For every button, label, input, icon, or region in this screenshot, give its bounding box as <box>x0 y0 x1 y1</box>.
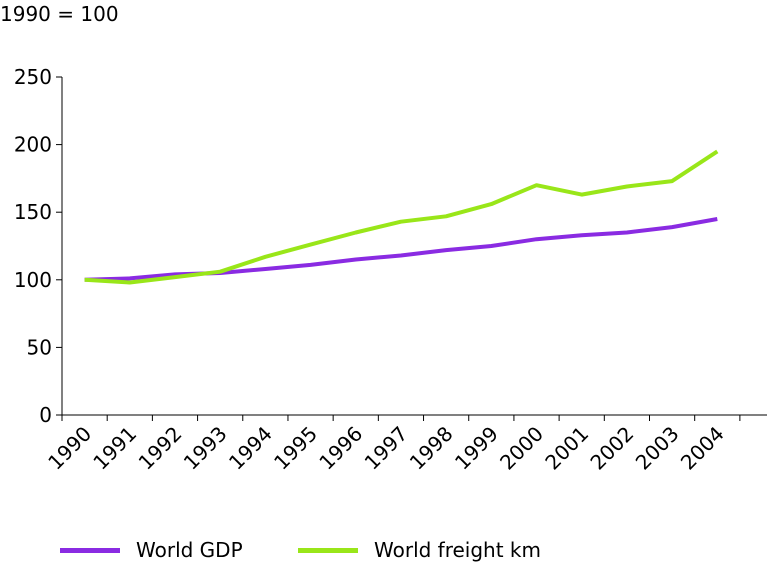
x-tick-label: 1990 <box>43 422 96 475</box>
line-chart: 0 50 100 150 200 250 199019911992199319941995… <box>14 65 767 475</box>
legend-swatch-world-freight-km <box>298 547 358 553</box>
x-tick-label: 1996 <box>314 422 367 475</box>
x-tick-label: 2003 <box>631 422 684 475</box>
x-tick-label: 2004 <box>676 422 729 475</box>
y-axis-unit-label: 1990 = 100 <box>0 2 119 26</box>
legend-item-world-freight-km: World freight km <box>298 538 541 562</box>
x-tick-label: 1995 <box>269 422 322 475</box>
x-tick-label: 1999 <box>450 422 503 475</box>
x-tick-label: 1994 <box>224 422 277 475</box>
legend-label-world-freight-km: World freight km <box>374 538 541 562</box>
y-tick-label: 200 <box>14 133 52 157</box>
x-tick-label: 1997 <box>360 422 413 475</box>
y-tick-label: 0 <box>39 403 52 427</box>
legend-item-world-gdp: World GDP <box>60 538 243 562</box>
chart-series-lines <box>84 149 719 285</box>
chart-axes <box>61 77 767 416</box>
y-tick-label: 250 <box>14 65 52 89</box>
x-tick-label: 1992 <box>134 422 187 475</box>
legend-swatch-world-gdp <box>60 547 120 553</box>
chart-legend: World GDP World freight km <box>0 538 768 562</box>
x-tick-label: 1993 <box>179 422 232 475</box>
legend-label-world-gdp: World GDP <box>136 538 243 562</box>
series-line-world-gdp <box>84 217 718 282</box>
x-tick-label: 2000 <box>495 422 548 475</box>
y-axis-ticks: 0 50 100 150 200 250 <box>14 65 62 427</box>
series-line-world-freight-km <box>84 149 719 285</box>
y-tick-label: 150 <box>14 200 52 224</box>
y-tick-label: 100 <box>14 268 52 292</box>
x-tick-label: 2002 <box>585 422 638 475</box>
x-tick-label: 1991 <box>88 422 141 475</box>
x-axis-ticks: 1990199119921993199419951996199719981999… <box>43 415 741 475</box>
x-tick-label: 1998 <box>405 422 458 475</box>
y-tick-label: 50 <box>27 335 52 359</box>
x-tick-label: 2001 <box>540 422 593 475</box>
